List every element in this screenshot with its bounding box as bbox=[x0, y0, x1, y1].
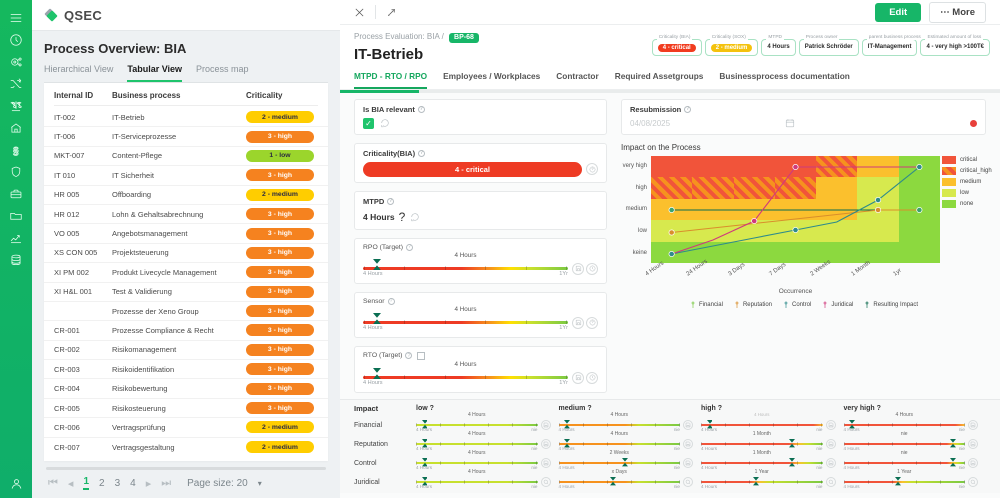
svg-text:§: § bbox=[13, 146, 19, 157]
